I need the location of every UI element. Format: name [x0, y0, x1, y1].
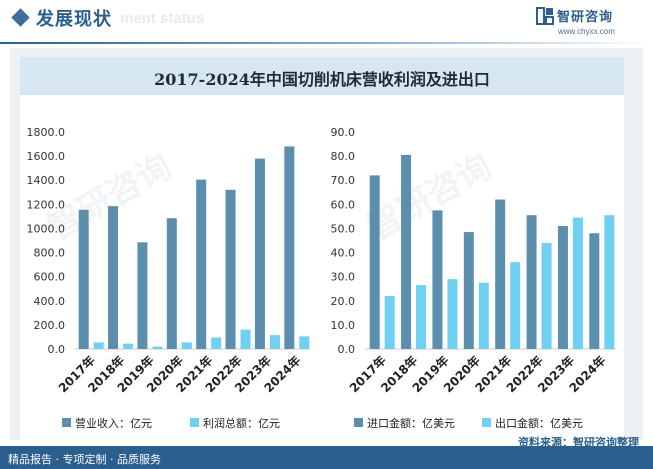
y-tick-label: 60.0 — [331, 198, 356, 211]
legend-profit-label: 利润总额：亿元 — [203, 417, 280, 430]
legend-export-swatch — [482, 418, 491, 427]
y-tick-label: 20.0 — [331, 295, 356, 308]
y-tick-label: 1200.0 — [27, 198, 66, 211]
y-tick-label: 600.0 — [34, 271, 66, 284]
bar-primary — [137, 242, 148, 349]
bar-secondary — [269, 335, 280, 349]
chart-area: 0.0 200.0 400.0 600.0 800.0 1000.0 1200.0 1400.… — [20, 95, 624, 440]
y-tick-label: 70.0 — [331, 174, 356, 187]
bar-primary — [463, 232, 474, 349]
logo-name: 智研咨询 — [557, 10, 614, 25]
legend-export: 出口金额：亿美元 — [482, 415, 583, 431]
bar-primary — [225, 189, 236, 349]
header: ment status 发展现状 智研咨询 www.chyxx.com — [0, 0, 653, 44]
bar-primary — [108, 206, 119, 349]
y-tick-label: 0.0 — [48, 343, 66, 356]
legend-import-swatch — [354, 418, 363, 427]
bar-primary — [589, 233, 600, 349]
bar-secondary — [240, 329, 251, 349]
bar-primary — [196, 179, 207, 349]
bar-secondary — [541, 242, 552, 349]
bar-secondary — [299, 336, 310, 349]
bar-secondary — [572, 217, 583, 349]
legend-import-label: 进口金额：亿美元 — [367, 417, 455, 430]
bar-secondary — [152, 346, 163, 349]
logo: 智研咨询 www.chyxx.com — [536, 6, 641, 42]
y-tick-label: 80.0 — [331, 150, 356, 163]
bar-primary — [284, 146, 295, 349]
footer-tagline: 精品报告 · 专项定制 · 品质服务 — [8, 453, 161, 466]
y-tick-label: 90.0 — [331, 126, 356, 139]
bar-secondary — [416, 285, 427, 349]
charts-svg: 0.0 200.0 400.0 600.0 800.0 1000.0 1200.0 1400.… — [27, 126, 616, 395]
bar-secondary — [93, 342, 104, 349]
bar-secondary — [510, 262, 521, 349]
y-tick-label: 0.0 — [338, 343, 356, 356]
legend-export-label: 出口金额：亿美元 — [495, 417, 583, 430]
bar-secondary — [604, 215, 615, 349]
bar-primary — [495, 199, 506, 349]
y-tick-label: 400.0 — [34, 295, 66, 308]
y-tick-label: 1800.0 — [27, 126, 66, 139]
footer-bar: 精品报告 · 专项定制 · 品质服务 — [0, 446, 653, 469]
bar-primary — [526, 215, 537, 349]
source-note: 资料来源：智研咨询整理 — [518, 436, 639, 449]
y-tick-label: 30.0 — [331, 271, 356, 284]
y-tick-label: 800.0 — [34, 247, 66, 260]
bar-secondary — [211, 337, 222, 349]
bar-primary — [401, 154, 412, 349]
bar-primary — [166, 218, 177, 349]
legend-revenue-label: 营业收入：亿元 — [75, 417, 152, 430]
chart-title: 2017-2024年中国切削机床营收利润及进出口 — [154, 70, 490, 89]
bar-primary — [78, 209, 89, 349]
bar-secondary — [384, 295, 395, 349]
chart-title-box: 2017-2024年中国切削机床营收利润及进出口 — [20, 57, 624, 95]
legend-profit: 利润总额：亿元 — [190, 415, 280, 431]
brand-logo-icon — [536, 7, 554, 25]
bar-secondary — [181, 342, 192, 349]
bar-primary — [369, 175, 380, 349]
header-divider — [0, 42, 653, 44]
bar-secondary — [123, 343, 134, 349]
section-subtitle: ment status — [120, 10, 205, 27]
legend-profit-swatch — [190, 418, 199, 427]
section-title: 发展现状 — [36, 9, 112, 30]
y-tick-label: 40.0 — [331, 247, 356, 260]
legend-revenue-swatch — [62, 418, 71, 427]
bar-primary — [432, 210, 443, 349]
y-tick-label: 1400.0 — [27, 174, 66, 187]
legend-revenue: 营业收入：亿元 — [62, 415, 152, 431]
diamond-icon — [11, 8, 30, 27]
y-tick-label: 1600.0 — [27, 150, 66, 163]
bar-primary — [254, 158, 265, 349]
logo-url[interactable]: www.chyxx.com — [558, 27, 615, 36]
y-tick-label: 50.0 — [331, 222, 356, 235]
bar-secondary — [447, 279, 458, 349]
y-tick-label: 10.0 — [331, 319, 356, 332]
legend-import: 进口金额：亿美元 — [354, 415, 455, 431]
bar-primary — [557, 226, 568, 349]
y-tick-label: 200.0 — [34, 319, 66, 332]
y-tick-label: 1000.0 — [27, 222, 66, 235]
bar-secondary — [478, 282, 489, 349]
